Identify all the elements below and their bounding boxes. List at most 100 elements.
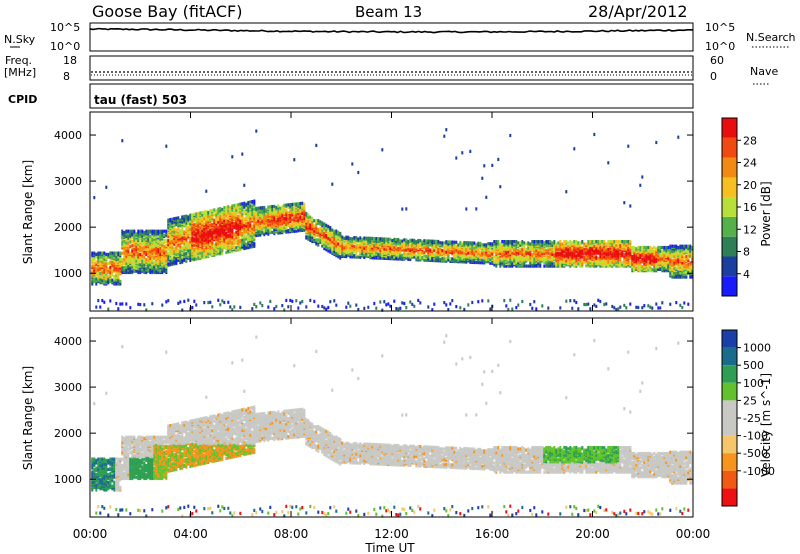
- power-cell: [375, 237, 378, 241]
- power-cell: [531, 252, 534, 257]
- power-cell: [489, 261, 492, 265]
- power-cell: [165, 250, 168, 254]
- power-cell: [241, 152, 244, 156]
- power-cell: [181, 251, 184, 255]
- power-cell: [327, 249, 330, 253]
- power-cell: [291, 218, 294, 222]
- power-cell: [369, 252, 372, 256]
- power-cell: [479, 246, 482, 251]
- power-cell: [159, 252, 162, 257]
- power-cell: [245, 229, 248, 233]
- power-cell: [283, 216, 286, 220]
- power-cell: [473, 253, 476, 257]
- power-cell: [227, 233, 230, 237]
- power-cell: [597, 246, 600, 250]
- power-cell: [505, 304, 508, 308]
- power-cell: [155, 229, 158, 233]
- power-cell: [567, 249, 570, 253]
- power-cell: [303, 224, 306, 228]
- power-cell: [137, 259, 140, 263]
- power-cell: [235, 230, 238, 234]
- power-cell: [253, 218, 256, 223]
- power-cell: [419, 251, 422, 256]
- power-cell: [205, 246, 208, 250]
- power-cell: [111, 251, 114, 255]
- power-cell: [167, 262, 170, 266]
- power-cell: [443, 134, 446, 138]
- power-cell: [541, 243, 544, 247]
- power-cell: [357, 247, 360, 251]
- power-cell: [373, 256, 376, 260]
- power-cell: [145, 252, 148, 257]
- power-cell: [459, 240, 462, 245]
- power-cell: [567, 251, 570, 255]
- power-cell: [313, 224, 316, 228]
- power-cell: [241, 212, 244, 216]
- power-cell: [135, 232, 138, 236]
- power-cell: [523, 247, 526, 251]
- power-cell: [581, 259, 584, 263]
- power-cell: [191, 226, 194, 230]
- power-cell: [505, 245, 508, 249]
- power-cell: [373, 248, 376, 252]
- power-cell: [123, 269, 126, 273]
- power-cell: [101, 251, 104, 255]
- power-cell: [579, 241, 582, 245]
- power-cell: [553, 240, 556, 244]
- power-cell: [459, 306, 462, 310]
- power-cell: [397, 247, 400, 251]
- power-cell: [517, 303, 520, 307]
- power-cell: [493, 255, 496, 259]
- power-cell: [127, 229, 130, 233]
- power-cell: [619, 263, 622, 267]
- power-cell: [189, 233, 192, 237]
- power-cell: [181, 246, 184, 250]
- power-cell: [499, 259, 502, 263]
- power-cell: [461, 242, 464, 246]
- power-cell: [225, 205, 228, 209]
- power-cell: [375, 256, 378, 260]
- power-cell: [433, 259, 436, 263]
- power-cell: [435, 248, 438, 252]
- cpid-text: tau (fast) 503: [94, 93, 187, 107]
- power-cell: [601, 240, 604, 244]
- power-cell: [325, 240, 328, 244]
- power-cell: [171, 256, 174, 260]
- power-cell: [213, 226, 216, 230]
- power-cell: [169, 236, 172, 240]
- power-cell: [495, 240, 498, 244]
- power-cell: [331, 228, 334, 232]
- power-cell: [487, 242, 490, 246]
- nsky-tick-high: 10^5: [50, 21, 80, 34]
- power-cell: [343, 245, 346, 250]
- power-cell: [323, 229, 326, 233]
- power-cell: [443, 241, 446, 245]
- power-cell: [301, 300, 304, 304]
- power-cell: [111, 256, 114, 260]
- power-cell: [221, 237, 224, 241]
- power-cell: [191, 231, 194, 235]
- power-cell: [455, 305, 458, 309]
- power-cell: [195, 231, 198, 235]
- power-cell: [537, 261, 540, 266]
- power-cell: [317, 228, 320, 232]
- power-cell: [329, 300, 332, 304]
- power-cell: [435, 252, 438, 256]
- power-cell: [439, 250, 442, 254]
- power-cell: [459, 249, 462, 254]
- power-cell: [515, 260, 518, 264]
- power-cell: [535, 307, 538, 311]
- power-cell: [241, 238, 244, 242]
- power-cell: [211, 208, 214, 212]
- power-cell: [243, 209, 246, 213]
- power-cell: [513, 258, 516, 262]
- power-cell: [139, 263, 142, 267]
- power-cell: [243, 201, 246, 205]
- power-cell: [423, 239, 426, 243]
- power-cell: [453, 244, 456, 248]
- power-cell: [159, 255, 162, 259]
- power-cell: [91, 264, 94, 268]
- power-cell: [433, 244, 436, 248]
- power-cell: [581, 246, 584, 250]
- power-cell: [119, 302, 122, 306]
